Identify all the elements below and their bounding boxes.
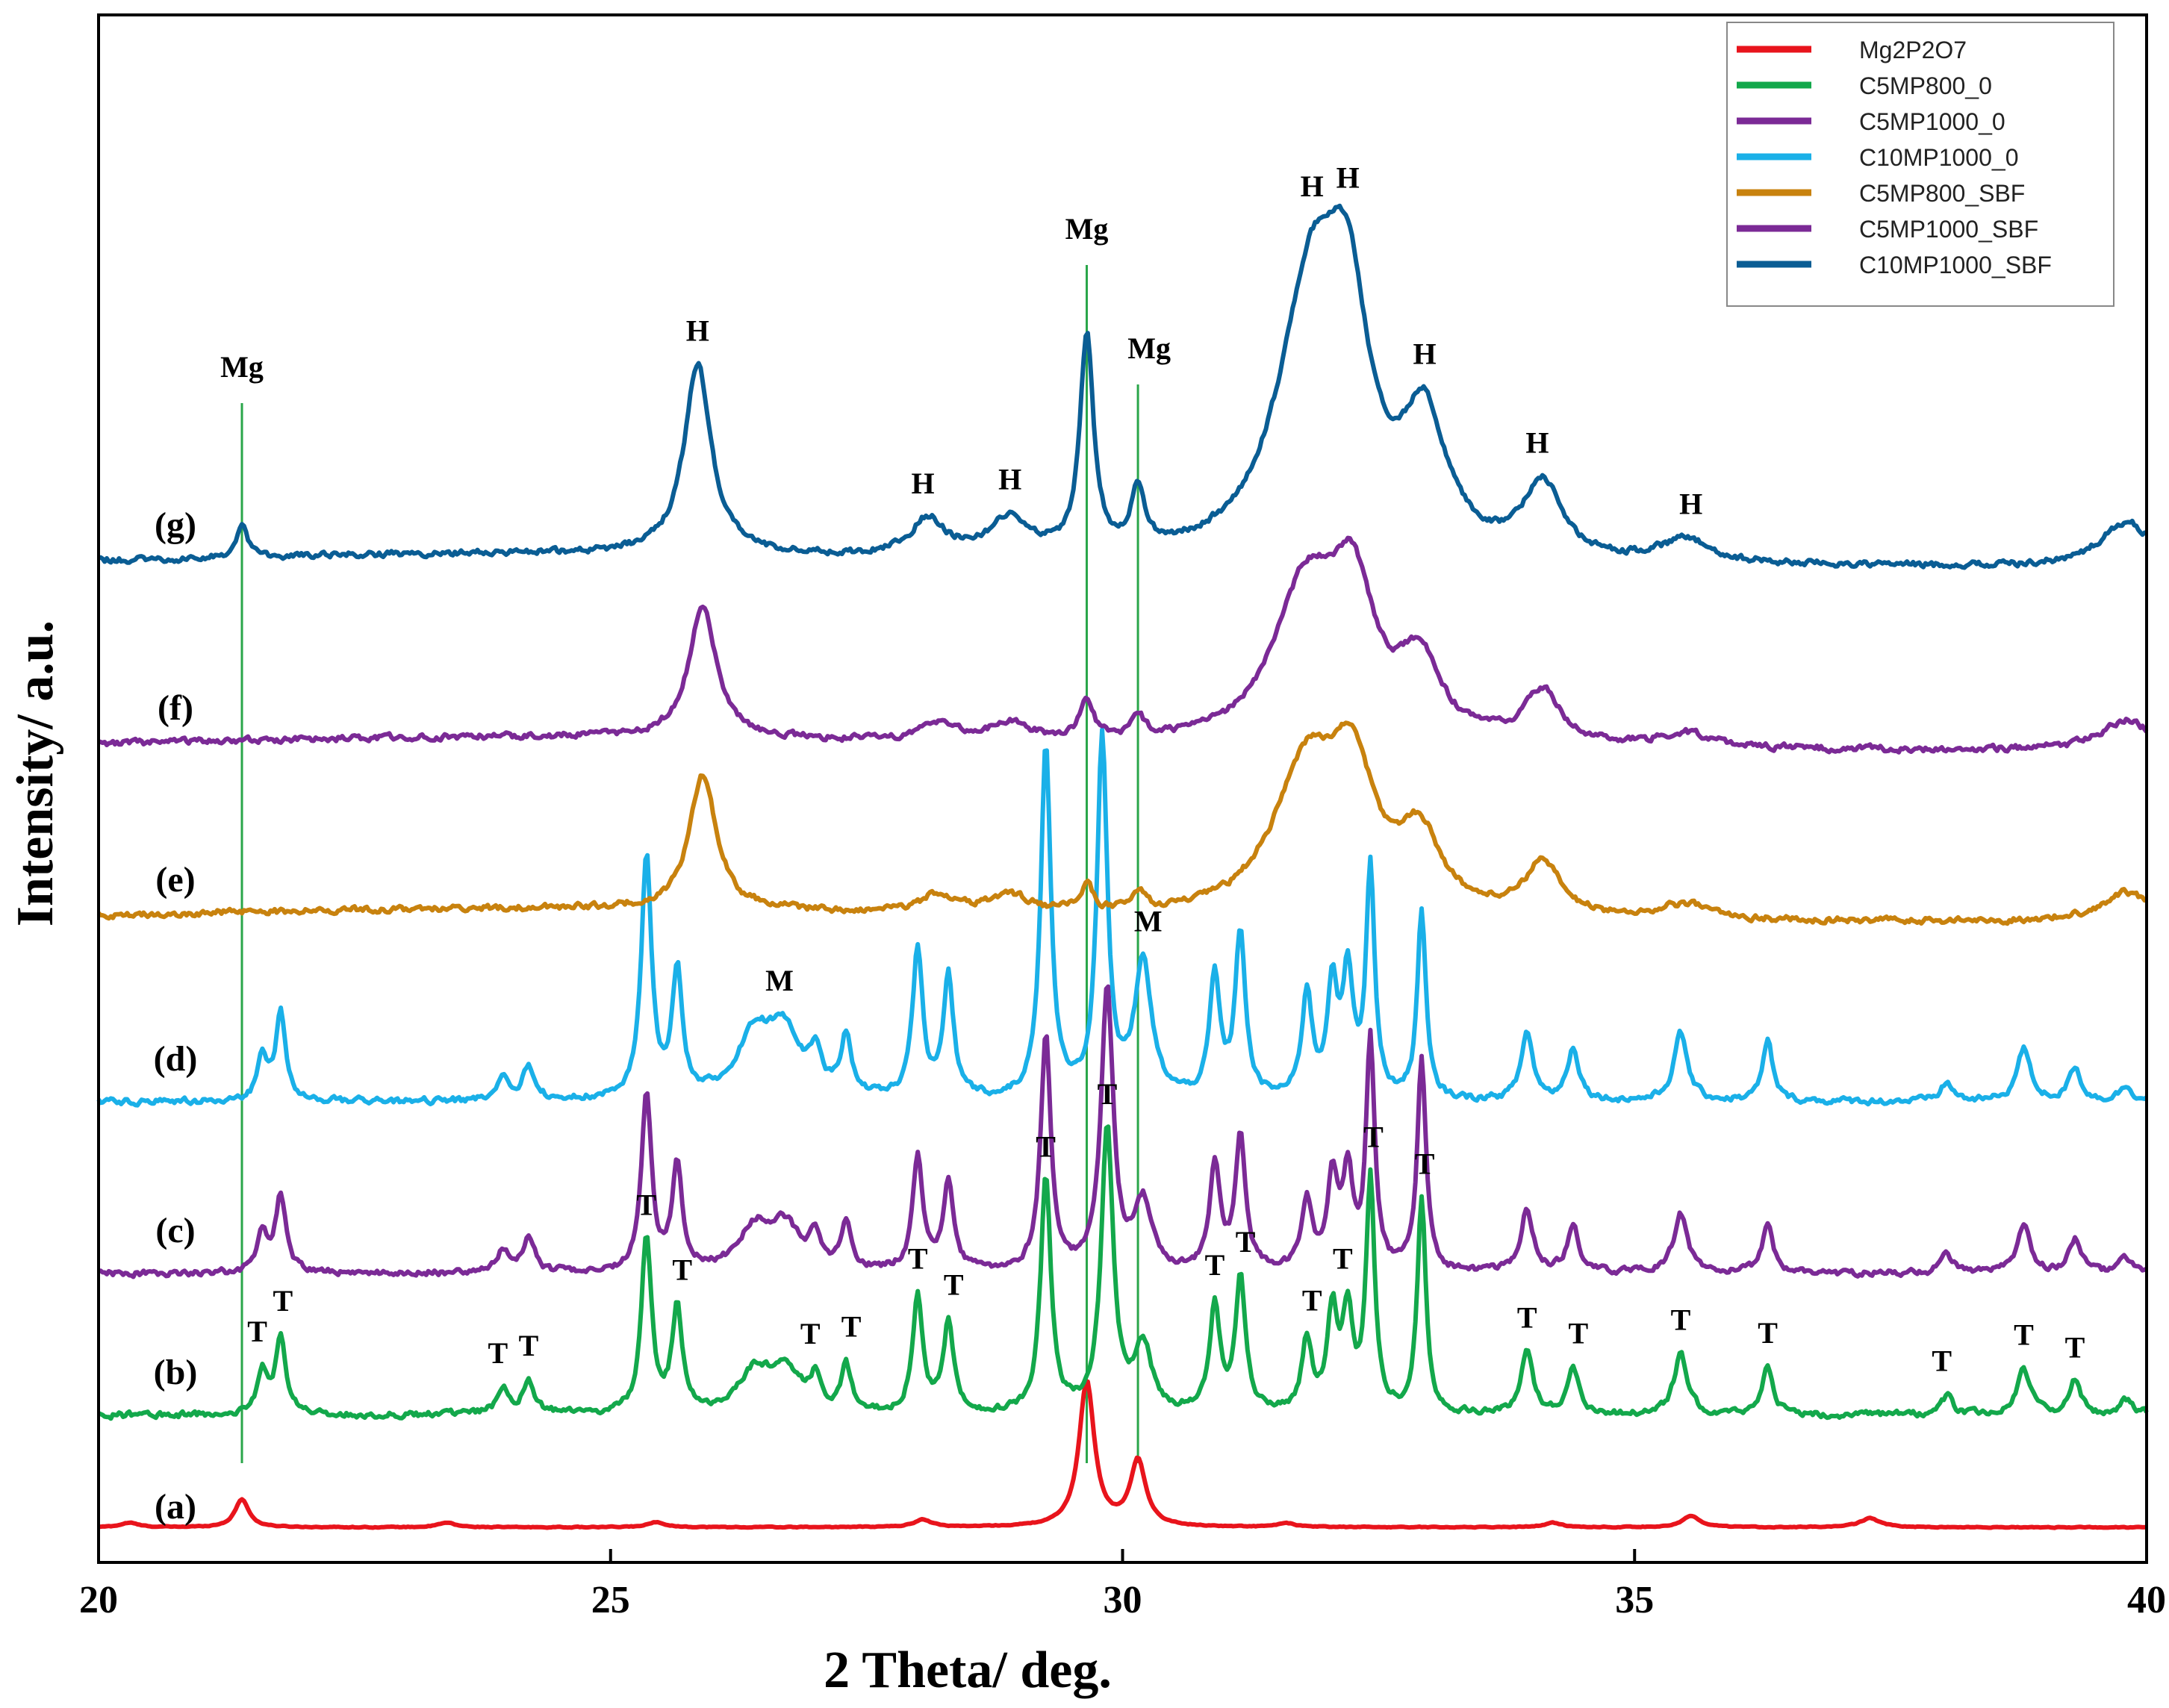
peak-label-t: T	[1236, 1225, 1256, 1259]
peak-label-t: T	[1333, 1241, 1353, 1275]
peak-label-t: T	[1568, 1317, 1588, 1350]
legend-label: C5MP1000_0	[1859, 108, 2005, 135]
series-line-c10mp1000-sbf	[98, 203, 2148, 570]
peak-label-t: T	[1932, 1344, 1952, 1377]
legend-label: C5MP800_SBF	[1859, 180, 2025, 207]
legend-label: C10MP1000_0	[1859, 144, 2018, 171]
curve-tag: (a)	[155, 1487, 196, 1527]
legend: Mg2P2O7 C5MP800_0 C5MP1000_0 C10MP1000_0 C5M…	[1726, 22, 2114, 307]
legend-box	[1726, 22, 2114, 307]
peak-label-t: T	[1302, 1283, 1322, 1317]
peak-label-t: T	[908, 1242, 928, 1276]
x-axis-ticks: 20 25 30 35 40	[79, 1549, 2166, 1621]
peak-label-t: T	[273, 1284, 293, 1318]
x-tick-label: 20	[79, 1579, 118, 1621]
peak-label-h: H	[1301, 169, 1324, 203]
reference-label: Mg	[1065, 212, 1109, 246]
series-line-c5mp1000-sbf	[97, 535, 2149, 755]
curve-tag: (d)	[154, 1039, 198, 1079]
curve-tag: (f)	[158, 688, 193, 728]
series-line-c5mp800-sbf	[96, 720, 2147, 926]
peak-label-h: H	[1413, 337, 1437, 370]
peak-label-t: T	[488, 1336, 508, 1370]
peak-label-t: T	[636, 1188, 656, 1221]
reference-label: Mg	[1127, 331, 1171, 365]
reference-label: Mg	[220, 350, 264, 384]
curve-tag: (b)	[154, 1353, 198, 1392]
peak-label-t: T	[800, 1317, 821, 1350]
peak-label-t: T	[1098, 1077, 1118, 1111]
x-tick-label: 30	[1104, 1579, 1142, 1621]
x-tick-label: 40	[2127, 1579, 2166, 1621]
peak-label-t: T	[247, 1315, 267, 1348]
peak-label-h: H	[1679, 487, 1702, 520]
peak-label-h: H	[911, 467, 934, 500]
peak-label-m: M	[765, 964, 794, 997]
legend-label: Mg2P2O7	[1859, 37, 1967, 63]
peak-label-t: T	[2065, 1331, 2085, 1365]
peak-label-t: T	[1758, 1316, 1778, 1350]
x-axis-title: 2 Theta/ deg.	[824, 1642, 1112, 1699]
peak-label-t: T	[841, 1309, 862, 1343]
legend-label: C5MP1000_SBF	[1859, 216, 2038, 243]
peak-label-t: T	[1415, 1147, 1435, 1181]
peak-label-t: T	[1363, 1121, 1384, 1154]
series-line-c5mp800-0	[97, 1124, 2149, 1421]
peak-label-h: H	[1336, 160, 1360, 194]
peak-label-m: M	[1134, 904, 1163, 938]
peak-label-t: T	[672, 1253, 692, 1287]
series-line-c5mp1000-0	[98, 984, 2148, 1280]
peak-label-t: T	[1517, 1301, 1537, 1335]
curve-tag: (e)	[155, 860, 195, 900]
y-axis-title: Intensity/ a.u.	[7, 620, 64, 926]
x-tick-label: 35	[1615, 1579, 1654, 1621]
peak-label-t: T	[519, 1329, 539, 1362]
peak-label-t: T	[944, 1268, 964, 1301]
curve-tags: (a) (b) (c) (d) (e) (f) (g)	[154, 505, 198, 1527]
peak-label-t: T	[2014, 1318, 2034, 1351]
series-line-mg2p2o7	[98, 1379, 2147, 1530]
series-layer	[96, 203, 2149, 1530]
peak-label-t: T	[1671, 1303, 1691, 1336]
legend-label: C5MP800_0	[1859, 72, 1992, 99]
peak-label-h: H	[1525, 426, 1549, 460]
series-line-c10mp1000-0	[96, 727, 2148, 1108]
legend-label: C10MP1000_SBF	[1859, 252, 2052, 278]
peak-label-t: T	[1036, 1130, 1056, 1164]
reference-lines: Mg Mg Mg	[220, 212, 1171, 1463]
peak-label-h: H	[686, 314, 709, 348]
peak-label-t: T	[1205, 1248, 1225, 1282]
peak-label-h: H	[998, 462, 1021, 496]
curve-tag: (g)	[155, 505, 196, 545]
curve-tag: (c)	[155, 1211, 195, 1250]
x-tick-label: 25	[591, 1579, 630, 1621]
